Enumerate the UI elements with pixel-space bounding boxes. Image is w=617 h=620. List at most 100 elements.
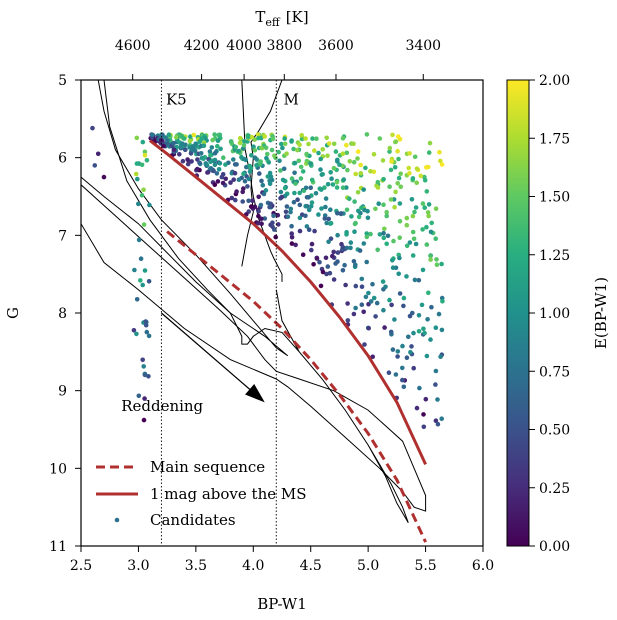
candidate-point	[220, 180, 226, 186]
candidate-point	[134, 331, 139, 337]
candidate-point	[245, 134, 251, 140]
candidate-point	[400, 343, 405, 349]
candidate-point	[306, 227, 312, 232]
candidate-point	[277, 158, 282, 164]
candidate-point	[308, 204, 314, 209]
candidate-point	[427, 140, 433, 146]
candidate-point	[268, 201, 274, 207]
candidate-point	[304, 151, 309, 157]
candidate-point	[409, 344, 414, 349]
candidate-point	[382, 325, 387, 330]
candidate-point	[180, 158, 186, 164]
candidate-point	[436, 311, 442, 317]
y-tick-label: 9	[58, 384, 67, 400]
candidate-point	[426, 202, 432, 207]
candidate-point	[323, 196, 329, 201]
candidate-point	[295, 147, 300, 153]
top-axis-title-main: T	[255, 8, 265, 26]
main-sequence-line	[166, 230, 427, 543]
candidate-point	[278, 168, 283, 173]
candidate-point	[423, 396, 429, 402]
candidate-point	[209, 145, 215, 150]
candidate-point	[411, 330, 416, 336]
candidate-point	[344, 185, 349, 190]
candidate-point	[285, 214, 291, 219]
reddening-arrow-shaft	[161, 312, 251, 390]
candidate-point	[141, 417, 147, 423]
candidate-point	[284, 151, 289, 156]
candidate-point	[142, 396, 147, 401]
candidate-point	[335, 210, 340, 216]
candidate-point	[387, 184, 392, 189]
candidate-point	[289, 241, 295, 246]
candidate-point	[397, 136, 403, 142]
top-axis-title: Teff [K]	[255, 8, 308, 29]
candidate-point	[270, 224, 275, 229]
x-axis-title: BP-W1	[257, 595, 307, 613]
candidate-point	[351, 259, 357, 264]
candidate-point	[300, 169, 306, 174]
candidate-point	[289, 231, 295, 236]
ms-plus-one-line	[148, 139, 427, 466]
candidate-point	[252, 204, 258, 209]
candidate-point	[183, 147, 188, 153]
candidate-point	[293, 181, 298, 186]
candidate-point	[208, 159, 213, 165]
candidate-point	[410, 229, 416, 235]
candidate-point	[165, 138, 170, 143]
candidate-point	[185, 157, 190, 162]
candidate-point	[280, 145, 285, 151]
candidate-point	[331, 249, 337, 255]
candidate-point	[363, 294, 369, 300]
candidate-point	[270, 220, 275, 225]
candidate-point	[138, 256, 144, 262]
candidate-point	[414, 166, 420, 171]
candidate-point	[417, 385, 422, 391]
spectral-label: M	[284, 90, 299, 108]
candidate-point	[353, 220, 358, 226]
candidate-point	[254, 163, 259, 168]
candidate-point	[199, 136, 204, 141]
candidate-point	[257, 171, 262, 176]
isochrone-line	[81, 184, 427, 512]
candidate-point	[404, 222, 410, 228]
candidate-point	[101, 174, 107, 180]
candidate-point	[142, 372, 148, 378]
candidate-point	[306, 195, 311, 200]
candidate-point	[333, 149, 339, 154]
candidate-point	[217, 161, 223, 166]
top-axis-title-sub: eff	[265, 16, 281, 29]
candidate-point	[263, 188, 269, 193]
candidate-point	[143, 319, 148, 324]
candidate-point	[428, 257, 433, 262]
candidate-point	[347, 196, 352, 201]
candidate-point	[269, 177, 275, 183]
isochrone-line	[103, 80, 409, 523]
candidate-point	[392, 204, 397, 210]
candidate-point	[433, 382, 438, 387]
candidate-point	[141, 222, 147, 227]
candidate-point	[324, 220, 330, 226]
colorbar-tick-label: 1.00	[539, 306, 570, 322]
candidate-point	[177, 152, 182, 157]
colorbar-tick-label: 0.00	[539, 539, 570, 555]
candidate-point	[293, 242, 298, 248]
candidate-point	[236, 177, 242, 182]
candidate-point	[365, 208, 370, 214]
candidate-point	[263, 145, 269, 151]
candidate-point	[433, 236, 439, 241]
candidate-point	[329, 176, 334, 181]
candidate-point	[324, 271, 329, 277]
candidate-point	[171, 140, 176, 146]
candidate-point	[343, 282, 348, 288]
y-tick-label: 6	[58, 151, 67, 167]
candidate-point	[348, 240, 354, 245]
candidate-point	[223, 176, 228, 182]
candidate-point	[434, 257, 439, 262]
candidate-point	[389, 302, 394, 308]
candidate-point	[381, 202, 386, 207]
candidate-point	[256, 135, 261, 141]
candidate-point	[212, 182, 218, 187]
candidate-point	[395, 349, 401, 354]
candidate-point	[352, 199, 357, 204]
